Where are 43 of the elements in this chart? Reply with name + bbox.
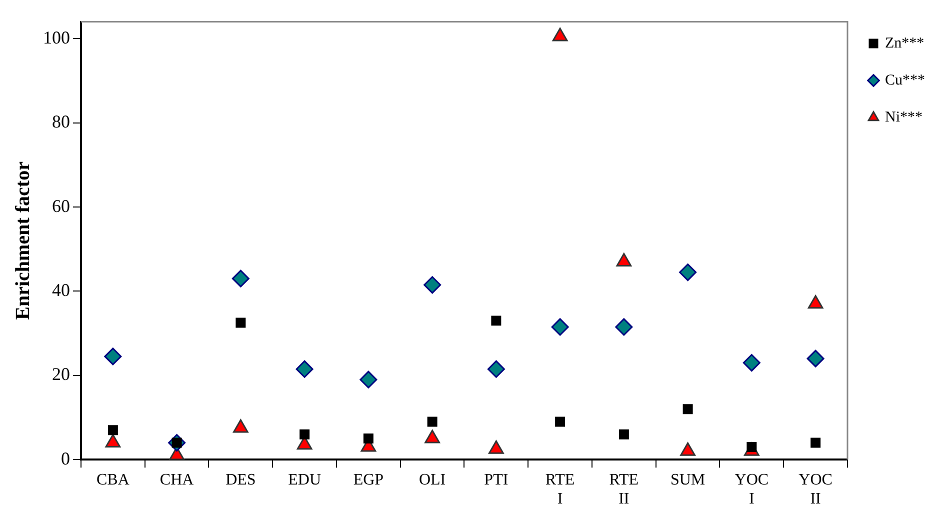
x-tick-label: EDU: [288, 471, 322, 488]
point: [232, 270, 250, 288]
point: [810, 438, 821, 448]
x-tick-label: RTE II: [609, 471, 639, 508]
x-tick-label: OLI: [418, 471, 446, 488]
point: [615, 318, 633, 336]
point: [682, 404, 693, 414]
legend-label: Zn***: [884, 35, 924, 52]
y-tick-label: 20: [52, 364, 70, 384]
x-tick-label: YOC I: [734, 471, 769, 508]
legend-label: Cu***: [884, 72, 926, 88]
point: [363, 434, 374, 444]
point: [487, 360, 505, 378]
point: [551, 318, 569, 336]
x-tick-label: CHA: [160, 471, 194, 488]
y-tick-label: 100: [43, 27, 70, 48]
x-tick-label: CBA: [96, 471, 130, 488]
y-tick-label: 60: [52, 196, 70, 216]
point: [618, 429, 629, 440]
x-tick-label: EGP: [353, 471, 384, 488]
x-tick-label: YOC II: [798, 471, 832, 508]
x-tick-label: RTE I: [545, 471, 575, 508]
point: [679, 264, 697, 282]
point: [427, 416, 438, 427]
x-tick-label: PTI: [484, 471, 508, 488]
point: [360, 370, 378, 388]
point: [555, 416, 566, 427]
point: [108, 425, 118, 436]
y-tick-label: 40: [52, 280, 70, 300]
y-tick-label: 80: [52, 112, 70, 132]
point: [742, 354, 760, 372]
x-tick-label: SUM: [670, 471, 706, 488]
point: [104, 348, 122, 366]
legend-label: Ni***: [884, 109, 922, 126]
y-axis-title: Enrichment factor: [12, 161, 34, 320]
x-tick-label: DES: [226, 471, 256, 488]
point: [424, 276, 442, 294]
y-tick-label: 0: [61, 448, 70, 468]
point: [296, 360, 314, 378]
point: [236, 318, 246, 328]
point: [806, 350, 824, 368]
point: [300, 429, 310, 440]
point: [491, 316, 502, 326]
